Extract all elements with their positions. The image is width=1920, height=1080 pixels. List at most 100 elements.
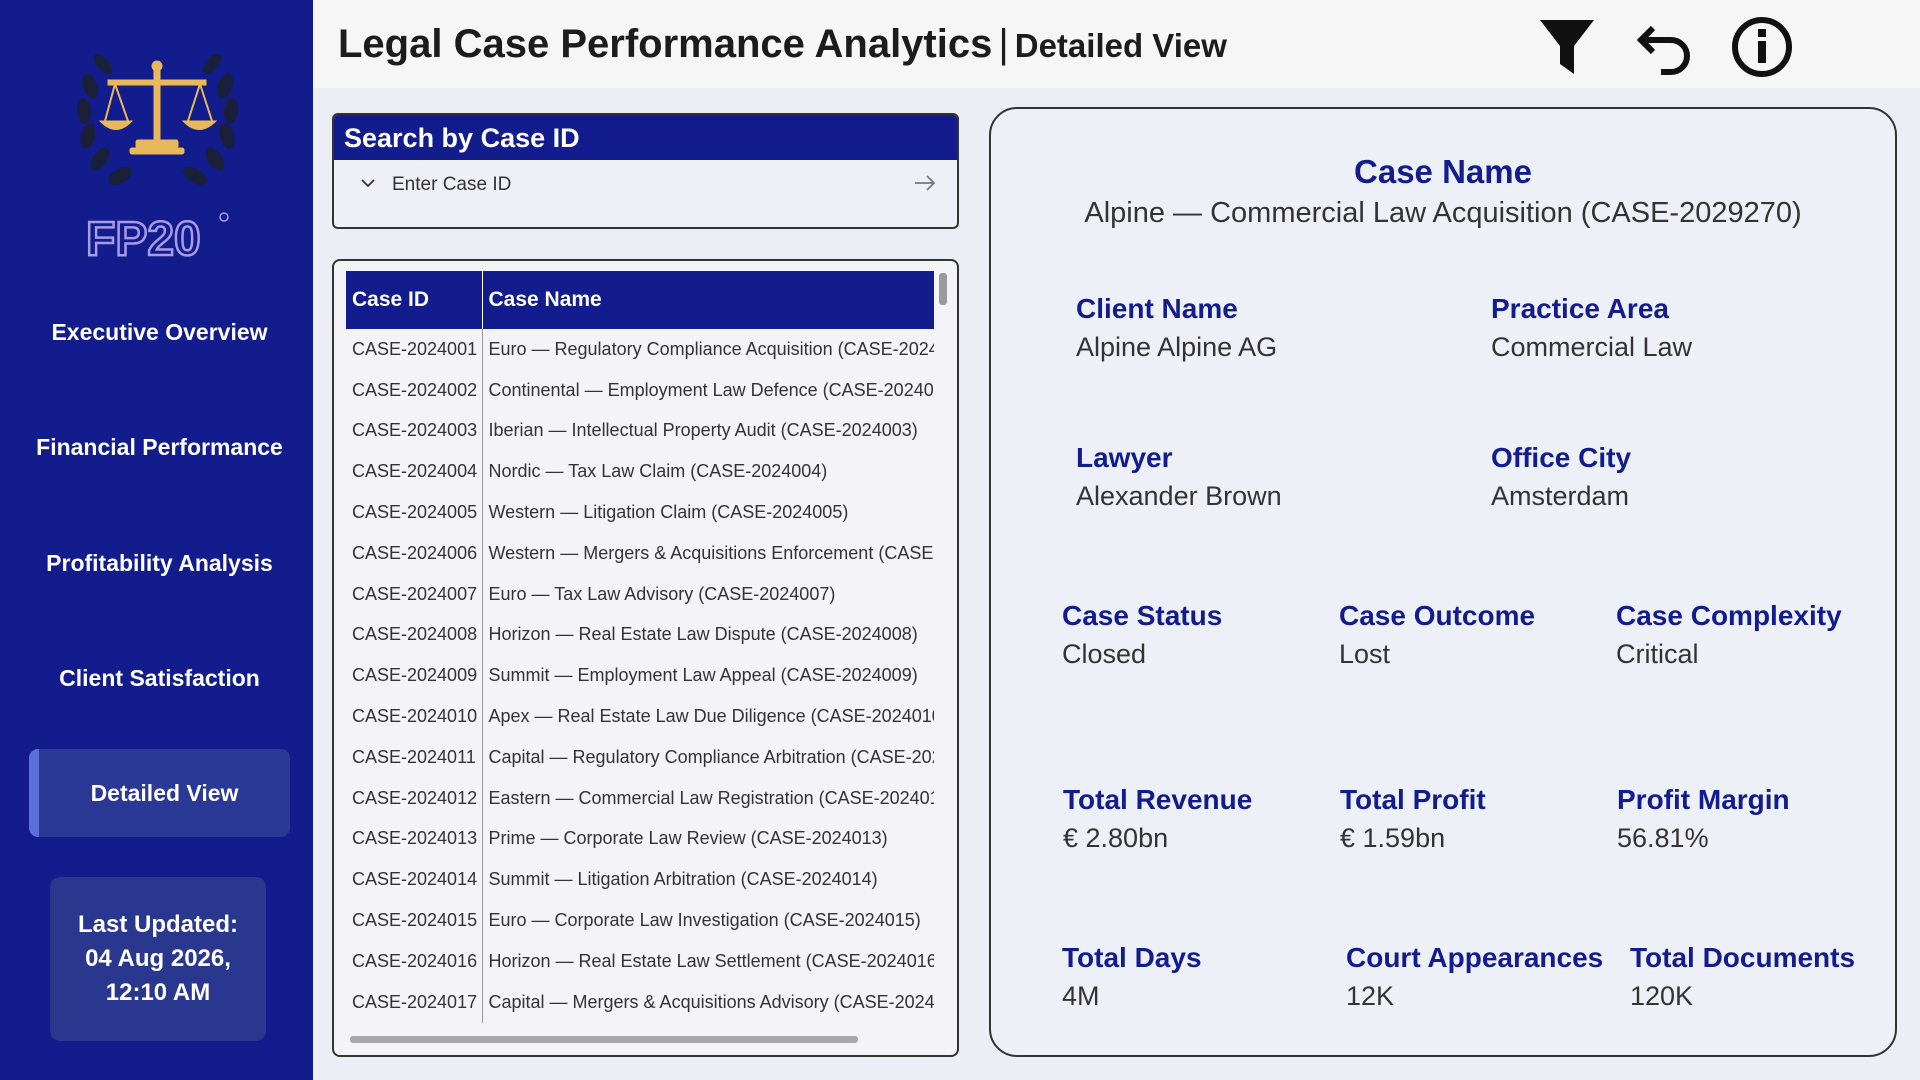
nav-label: Detailed View — [90, 779, 239, 806]
case-id-search-input[interactable] — [392, 170, 872, 200]
page-title: Legal Case Performance Analytics | Detaile… — [338, 22, 1227, 67]
table-row[interactable]: CASE-2024008 Horizon — Real Estate Law Di… — [346, 614, 934, 656]
search-row — [334, 160, 957, 210]
case-name-cell: Euro — Regulatory Compliance Acquisition… — [482, 329, 934, 370]
table-row[interactable]: CASE-2024017 Capital — Mergers & Acquisit… — [346, 981, 934, 1023]
search-by-case-id: Search by Case ID — [332, 113, 959, 229]
case-complexity-label: Case Complexity — [1616, 600, 1842, 631]
scales-of-justice-logo-icon — [76, 54, 239, 185]
search-title: Search by Case ID — [334, 115, 957, 160]
undo-icon[interactable] — [1633, 14, 1699, 80]
case-table-viewport[interactable]: Case ID Case Name CASE-2024001 Euro — Reg… — [346, 271, 934, 1036]
case-id-cell: CASE-2024016 — [346, 940, 483, 982]
nav-client-satisfaction[interactable]: Client Satisfaction — [29, 634, 290, 722]
client-name-label: Client Name — [1076, 293, 1238, 324]
case-name-cell: Apex — Real Estate Law Due Diligence (CA… — [482, 696, 934, 737]
table-header-row: Case ID Case Name — [346, 271, 934, 329]
office-city-value: Amsterdam — [1491, 481, 1630, 511]
case-id-cell: CASE-2024012 — [346, 777, 483, 819]
case-name-cell: Iberian — Intellectual Property Audit (C… — [482, 410, 934, 452]
case-status-label: Case Status — [1062, 600, 1223, 631]
case-name-cell: Prime — Corporate Law Review (CASE-20240… — [482, 818, 934, 860]
profit-margin-value: 56.81% — [1617, 823, 1709, 853]
header: Legal Case Performance Analytics | Detaile… — [313, 0, 1920, 88]
nav-detailed-view[interactable]: Detailed View — [29, 749, 290, 837]
case-id-cell: CASE-2024004 — [346, 451, 483, 493]
brand-text: FP20 — [86, 213, 201, 265]
practice-area-value: Commercial Law — [1491, 332, 1693, 362]
office-city-label: Office City — [1491, 442, 1632, 473]
arrow-right-icon[interactable] — [913, 174, 937, 192]
table-row[interactable]: CASE-2024013 Prime — Corporate Law Review… — [346, 818, 934, 860]
case-id-cell: CASE-2024008 — [346, 614, 483, 656]
case-id-cell: CASE-2024002 — [346, 369, 483, 411]
title-separator: | — [998, 22, 1009, 66]
case-name-cell: Euro — Tax Law Advisory (CASE-2024007) — [482, 573, 934, 615]
case-id-cell: CASE-2024005 — [346, 492, 483, 533]
table-row[interactable]: CASE-2024012 Eastern — Commercial Law Reg… — [346, 777, 934, 819]
case-name-cell: Summit — Litigation Arbitration (CASE-20… — [482, 859, 934, 901]
case-name-value: Alpine — Commercial Law Acquisition (CAS… — [1084, 197, 1802, 229]
table-body: CASE-2024001 Euro — Regulatory Compliance… — [346, 329, 934, 1023]
nav-executive-overview[interactable]: Executive Overview — [29, 288, 290, 376]
table-row[interactable]: CASE-2024006 Western — Mergers & Acquisit… — [346, 532, 934, 574]
vertical-scrollbar[interactable] — [939, 273, 947, 305]
case-id-cell: CASE-2024003 — [346, 410, 483, 452]
horizontal-scrollbar[interactable] — [350, 1036, 858, 1043]
court-appearances-value: 12K — [1346, 981, 1395, 1011]
table-row[interactable]: CASE-2024004 Nordic — Tax Law Claim (CASE… — [346, 451, 934, 493]
case-name-cell: Horizon — Real Estate Law Dispute (CASE-… — [482, 614, 934, 656]
total-revenue-value: € 2.80bn — [1063, 823, 1169, 853]
table-row[interactable]: CASE-2024001 Euro — Regulatory Compliance… — [346, 329, 934, 370]
total-days-label: Total Days — [1062, 942, 1202, 973]
column-header-case-id[interactable]: Case ID — [346, 271, 483, 329]
case-detail-card: Case Name Alpine — Commercial Law Acquis… — [989, 107, 1897, 1057]
lawyer-label: Lawyer — [1076, 442, 1173, 473]
chevron-down-icon[interactable] — [360, 175, 376, 191]
total-documents-value: 120K — [1630, 981, 1694, 1011]
table-row[interactable]: CASE-2024011 Capital — Regulatory Complia… — [346, 736, 934, 778]
case-name-cell: Capital — Mergers & Acquisitions Advisor… — [482, 981, 934, 1023]
case-id-cell: CASE-2024013 — [346, 818, 483, 860]
case-id-cell: CASE-2024014 — [346, 859, 483, 901]
case-id-cell: CASE-2024009 — [346, 655, 483, 697]
table-row[interactable]: CASE-2024005 Western — Litigation Claim (… — [346, 492, 934, 533]
table-row[interactable]: CASE-2024015 Euro — Corporate Law Investi… — [346, 900, 934, 941]
table-row[interactable]: CASE-2024003 Iberian — Intellectual Prope… — [346, 410, 934, 452]
case-name-cell: Eastern — Commercial Law Registration (C… — [482, 777, 934, 819]
table-row[interactable]: CASE-2024007 Euro — Tax Law Advisory (CAS… — [346, 573, 934, 615]
case-name-cell: Euro — Corporate Law Investigation (CASE… — [482, 900, 934, 941]
total-profit-label: Total Profit — [1340, 784, 1486, 815]
case-id-cell: CASE-2024011 — [346, 736, 483, 778]
case-complexity-value: Critical — [1616, 639, 1699, 669]
table-row[interactable]: CASE-2024014 Summit — Litigation Arbitrat… — [346, 859, 934, 901]
lawyer-value: Alexander Brown — [1076, 481, 1282, 511]
info-icon[interactable] — [1729, 14, 1795, 80]
case-name-cell: Continental — Employment Law Defence (CA… — [482, 369, 934, 411]
case-id-cell: CASE-2024006 — [346, 532, 483, 574]
total-revenue-label: Total Revenue — [1063, 784, 1253, 815]
table-row[interactable]: CASE-2024002 Continental — Employment Law… — [346, 369, 934, 411]
filter-icon[interactable] — [1534, 14, 1600, 80]
table-row[interactable]: CASE-2024009 Summit — Employment Law Appe… — [346, 655, 934, 697]
nav-profitability-analysis[interactable]: Profitability Analysis — [29, 519, 290, 607]
case-status-value: Closed — [1062, 639, 1147, 669]
case-name-cell: Nordic — Tax Law Claim (CASE-2024004) — [482, 451, 934, 493]
case-name-cell: Western — Mergers & Acquisitions Enforce… — [482, 532, 934, 574]
case-table: Case ID Case Name CASE-2024001 Euro — Reg… — [346, 271, 934, 1023]
case-id-cell: CASE-2024015 — [346, 900, 483, 941]
brand-logo: FP20 — [86, 212, 229, 265]
client-name-value: Alpine Alpine AG — [1076, 332, 1278, 362]
total-days-value: 4M — [1062, 981, 1100, 1011]
case-id-cell: CASE-2024001 — [346, 329, 483, 370]
nav-financial-performance[interactable]: Financial Performance — [29, 403, 290, 491]
case-outcome-value: Lost — [1339, 639, 1391, 669]
sidebar: FP20 Executive Overview Financial Perfor… — [0, 0, 313, 1080]
total-profit-value: € 1.59bn — [1340, 823, 1446, 853]
table-row[interactable]: CASE-2024016 Horizon — Real Estate Law Se… — [346, 940, 934, 982]
total-documents-label: Total Documents — [1630, 942, 1856, 973]
table-row[interactable]: CASE-2024010 Apex — Real Estate Law Due D… — [346, 696, 934, 737]
title-subtitle: Detailed View — [1014, 27, 1227, 64]
column-header-case-name[interactable]: Case Name — [482, 271, 934, 329]
last-updated-date: 04 Aug 2026, — [85, 945, 231, 972]
